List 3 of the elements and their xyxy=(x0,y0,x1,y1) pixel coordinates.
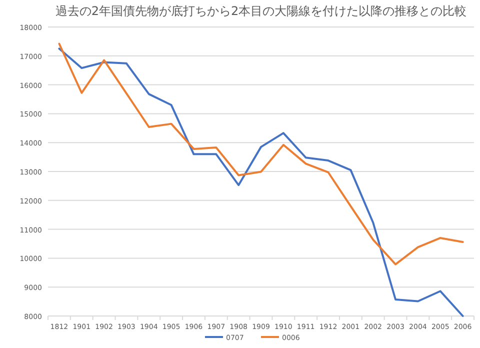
line-series xyxy=(58,48,464,317)
line-series xyxy=(58,42,464,266)
chart-title: 過去の2年国債先物が底打ちから2本目の大陽線を付けた以降の推移との比較 xyxy=(55,4,467,18)
